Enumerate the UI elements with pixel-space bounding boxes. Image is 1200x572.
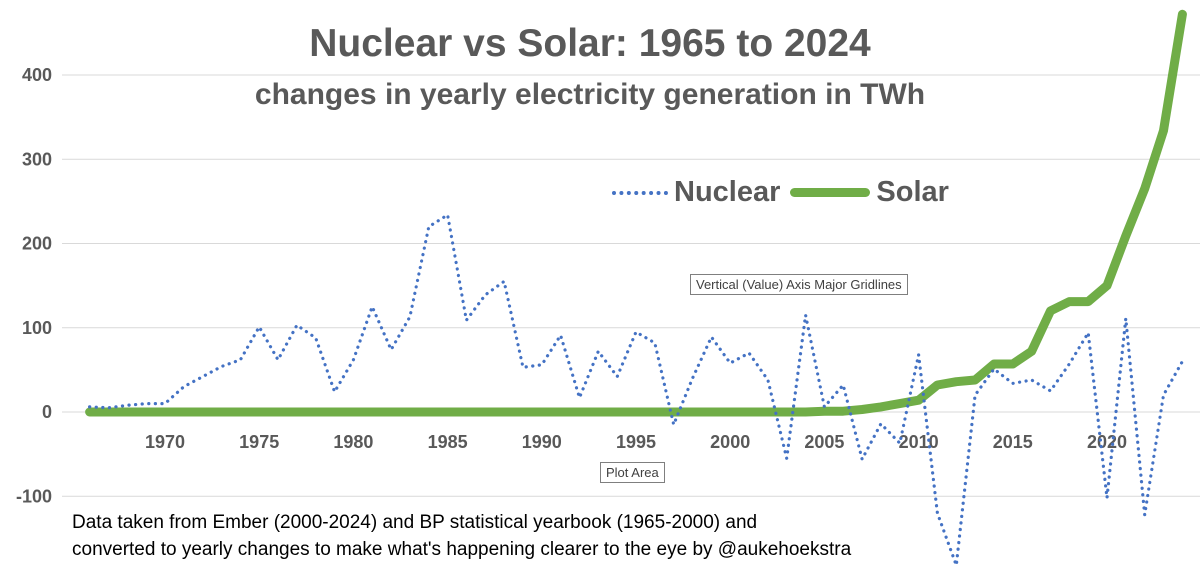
chart-subtitle: changes in yearly electricity generation… [254, 78, 926, 111]
x-tick-label: 1980 [333, 432, 373, 452]
x-tick-label: 2010 [899, 432, 939, 452]
y-tick-label: 400 [22, 65, 52, 85]
gridlines-tooltip: Vertical (Value) Axis Major Gridlines [690, 274, 908, 295]
y-tick-label: -100 [16, 486, 52, 506]
legend-nuclear-label: Nuclear [674, 176, 781, 208]
legend-solar-swatch [790, 188, 871, 197]
x-tick-label: 2020 [1087, 432, 1127, 452]
legend-nuclear-swatch [612, 190, 668, 195]
x-tick-label: 1995 [616, 432, 656, 452]
plot-area-tooltip: Plot Area [600, 462, 665, 483]
chart-title: Nuclear vs Solar: 1965 to 2024 [309, 22, 871, 65]
legend: Nuclear Solar [612, 176, 949, 209]
x-tick-label: 1970 [145, 432, 185, 452]
y-tick-label: 0 [42, 402, 52, 422]
nuclear-line-points [89, 214, 1183, 566]
x-tick-label: 2000 [710, 432, 750, 452]
x-tick-label: 1990 [522, 432, 562, 452]
y-tick-label: 200 [22, 234, 52, 254]
footer-note-line-2: converted to yearly changes to make what… [72, 539, 852, 560]
x-tick-label: 2005 [804, 432, 844, 452]
footer-note-line-1: Data taken from Ember (2000-2024) and BP… [72, 512, 758, 533]
solar-line-points [89, 14, 1183, 413]
y-tick-label: 300 [22, 149, 52, 169]
legend-solar-label: Solar [876, 176, 949, 208]
x-tick-label: 1985 [428, 432, 468, 452]
y-tick-label: 100 [22, 318, 52, 338]
solar-line [85, 9, 1187, 417]
x-tick-label: 2015 [993, 432, 1033, 452]
x-tick-label: 1975 [239, 432, 279, 452]
